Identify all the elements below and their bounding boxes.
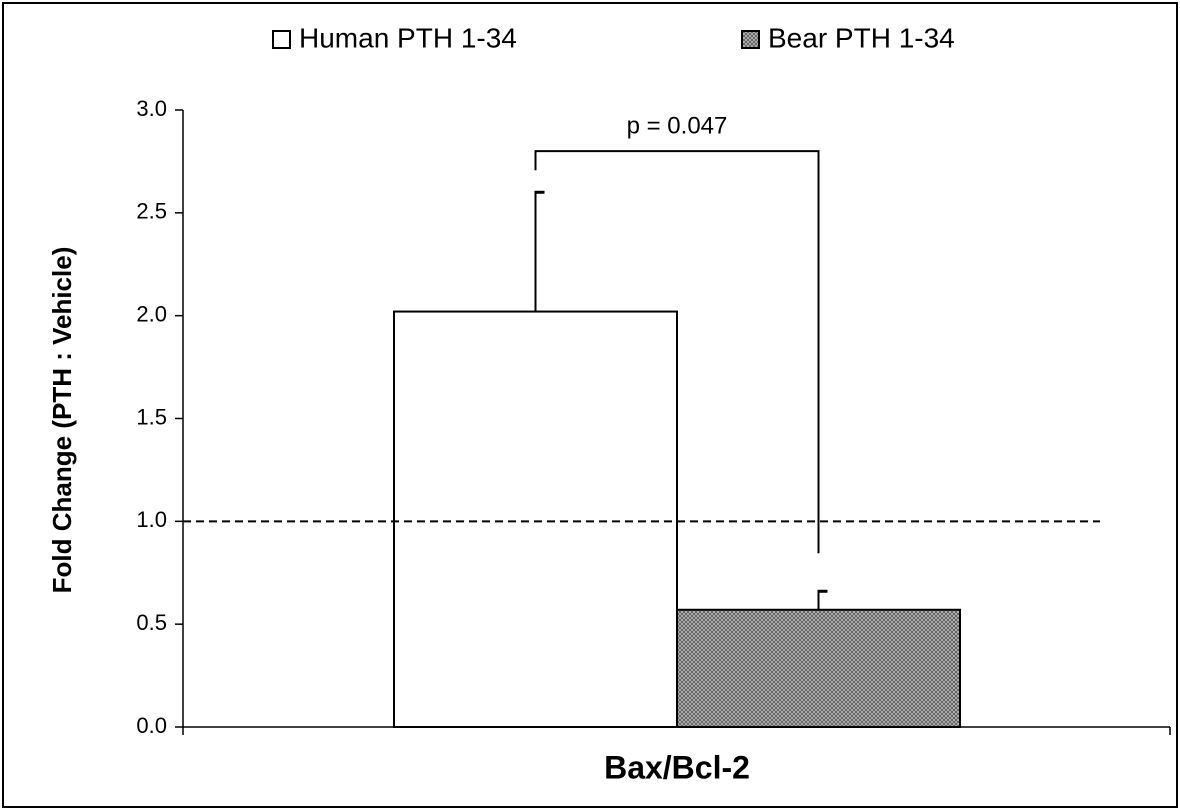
x-tick-label: Bax/Bcl-2 xyxy=(604,749,750,785)
y-tick-label: 1.5 xyxy=(136,404,167,429)
y-tick-label: 1.0 xyxy=(136,507,167,532)
y-tick-label: 2.0 xyxy=(136,301,167,326)
y-tick-label: 0.0 xyxy=(136,713,167,738)
legend-label: Bear PTH 1-34 xyxy=(768,22,955,53)
annotation: p = 0.047 xyxy=(627,112,728,139)
legend-swatch xyxy=(272,30,291,49)
y-axis-label: Fold Change (PTH : Vehicle) xyxy=(47,247,77,594)
y-tick-label: 0.5 xyxy=(136,610,167,635)
y-tick-label: 2.5 xyxy=(136,199,167,224)
bar xyxy=(393,310,678,728)
bar xyxy=(676,608,961,729)
y-tick-label: 3.0 xyxy=(136,96,167,121)
legend-swatch xyxy=(741,30,760,49)
legend-label: Human PTH 1-34 xyxy=(299,22,517,53)
significance-bracket xyxy=(534,150,820,554)
